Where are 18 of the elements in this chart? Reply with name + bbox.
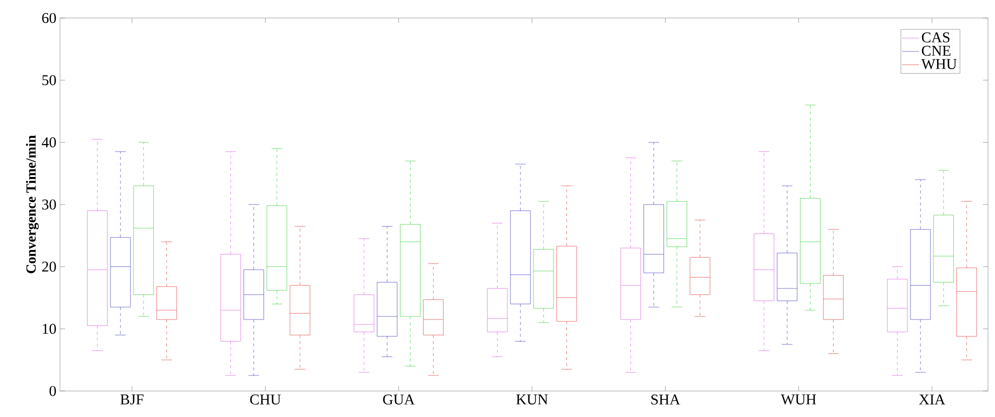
x-tick-label: XIA <box>919 394 946 404</box>
y-axis-title: Convergence Time/min <box>26 135 39 274</box>
legend-label: WHU <box>921 59 957 70</box>
x-tick-label: SHA <box>651 394 680 405</box>
y-tick-label: 30 <box>42 199 56 210</box>
x-tick-label: CHU <box>250 394 281 405</box>
y-tick-label: 50 <box>42 75 56 86</box>
x-tick-label: BJF <box>120 394 144 404</box>
x-tick-label: WUH <box>780 394 816 405</box>
y-tick-label: 10 <box>42 324 56 334</box>
y-tick-label: 60 <box>42 12 56 24</box>
x-tick-label: GUA <box>383 394 415 405</box>
y-tick-label: 0 <box>50 386 56 396</box>
legend-label: CNE <box>922 46 950 56</box>
legend-label: CAS <box>922 32 950 42</box>
x-tick-label: KUN <box>516 394 548 404</box>
y-tick-label: 40 <box>42 137 56 148</box>
y-tick-label: 20 <box>42 262 56 272</box>
